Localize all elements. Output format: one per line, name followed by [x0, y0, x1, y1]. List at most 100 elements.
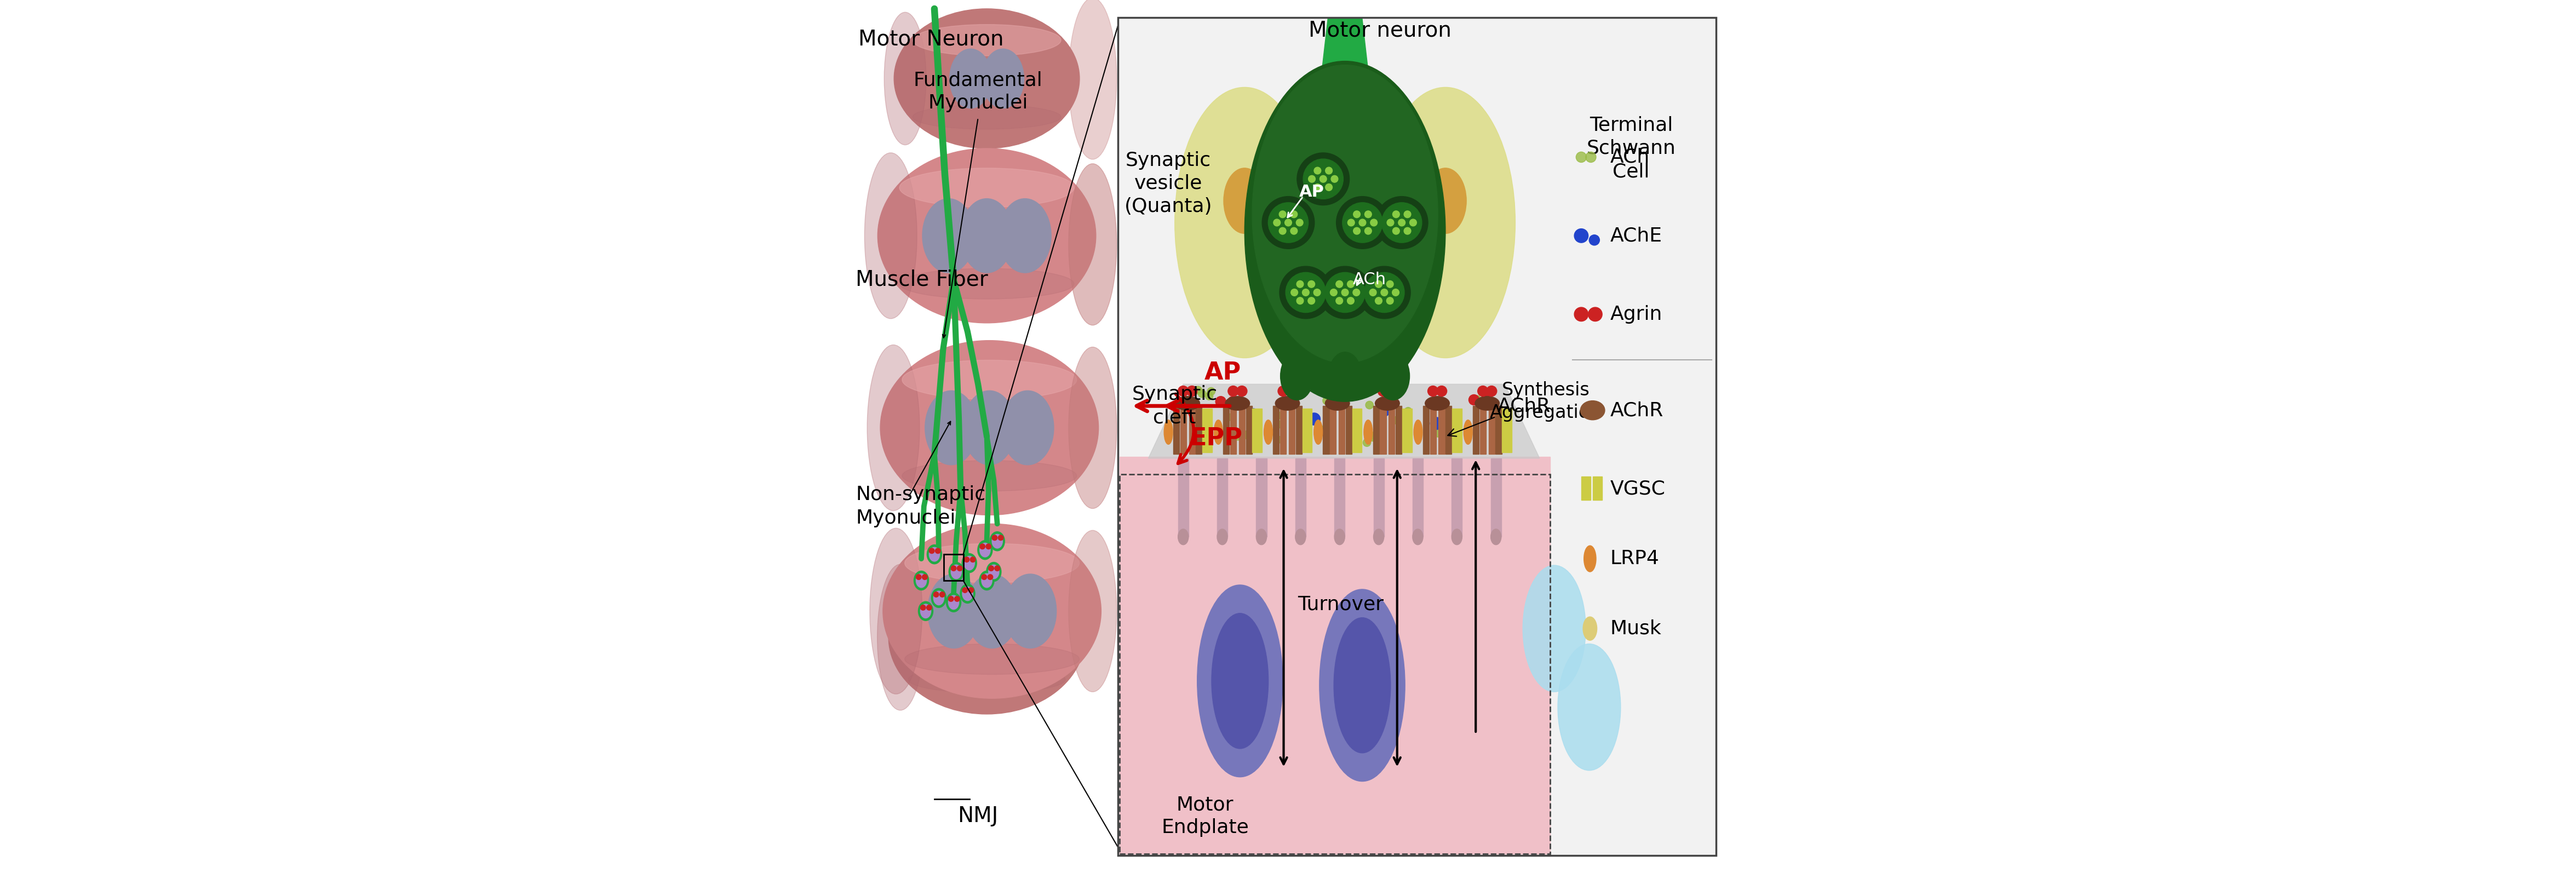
- Circle shape: [1229, 386, 1239, 396]
- Ellipse shape: [1463, 420, 1473, 444]
- Circle shape: [1391, 289, 1399, 296]
- Circle shape: [963, 588, 969, 593]
- Ellipse shape: [1321, 92, 1368, 127]
- Text: Turnover: Turnover: [1298, 595, 1383, 614]
- Circle shape: [1394, 210, 1399, 217]
- Ellipse shape: [981, 605, 1028, 670]
- Circle shape: [979, 544, 984, 549]
- Ellipse shape: [930, 547, 940, 561]
- Ellipse shape: [927, 545, 943, 564]
- Ellipse shape: [1584, 616, 1597, 641]
- Ellipse shape: [961, 553, 976, 573]
- Circle shape: [1296, 219, 1303, 226]
- Circle shape: [1468, 395, 1479, 405]
- Circle shape: [1386, 219, 1394, 226]
- Circle shape: [1309, 175, 1316, 182]
- Circle shape: [1247, 412, 1255, 420]
- Text: Musk: Musk: [1610, 619, 1662, 638]
- Circle shape: [935, 548, 940, 553]
- Ellipse shape: [1216, 529, 1229, 545]
- Ellipse shape: [1373, 529, 1383, 545]
- Ellipse shape: [1324, 396, 1350, 410]
- Circle shape: [1278, 436, 1285, 443]
- Ellipse shape: [948, 562, 963, 581]
- Text: Motor
Endplate: Motor Endplate: [1162, 795, 1249, 837]
- Circle shape: [1329, 289, 1337, 296]
- Circle shape: [917, 574, 922, 580]
- Bar: [1345, 406, 1352, 454]
- Ellipse shape: [927, 574, 979, 648]
- Circle shape: [981, 574, 987, 580]
- Circle shape: [1342, 289, 1347, 296]
- Bar: [1273, 406, 1280, 454]
- Circle shape: [1303, 289, 1309, 296]
- Circle shape: [1316, 425, 1324, 433]
- Circle shape: [1437, 386, 1448, 396]
- Circle shape: [1386, 280, 1394, 287]
- Bar: [1252, 409, 1262, 452]
- Circle shape: [1314, 184, 1321, 191]
- Bar: [1396, 406, 1401, 454]
- Circle shape: [1479, 386, 1489, 396]
- Bar: [1373, 406, 1378, 454]
- Bar: [1582, 477, 1592, 500]
- Circle shape: [1278, 411, 1285, 419]
- Ellipse shape: [866, 153, 917, 319]
- Bar: [1118, 17, 1716, 856]
- Circle shape: [989, 566, 994, 571]
- Circle shape: [940, 592, 945, 597]
- Circle shape: [1342, 389, 1352, 400]
- Bar: [1453, 409, 1461, 452]
- Circle shape: [1236, 386, 1247, 396]
- Circle shape: [1337, 298, 1342, 305]
- Circle shape: [930, 548, 935, 553]
- Text: AChR: AChR: [1610, 401, 1664, 420]
- Circle shape: [1378, 404, 1391, 416]
- Circle shape: [1486, 386, 1497, 396]
- Ellipse shape: [1329, 352, 1363, 400]
- Ellipse shape: [912, 24, 1061, 56]
- Bar: [1324, 406, 1329, 454]
- Ellipse shape: [1226, 396, 1249, 410]
- Ellipse shape: [925, 391, 976, 464]
- Circle shape: [1319, 175, 1327, 182]
- Ellipse shape: [1376, 352, 1409, 400]
- Ellipse shape: [1425, 396, 1450, 410]
- Ellipse shape: [1376, 396, 1399, 410]
- Text: AChR: AChR: [1448, 396, 1551, 437]
- Circle shape: [992, 535, 997, 540]
- Circle shape: [1386, 386, 1396, 396]
- Ellipse shape: [945, 593, 961, 612]
- Ellipse shape: [1522, 566, 1587, 691]
- Circle shape: [1324, 272, 1365, 313]
- Text: Fundamental
Myonuclei: Fundamental Myonuclei: [914, 71, 1043, 113]
- Ellipse shape: [1175, 396, 1200, 410]
- Ellipse shape: [1334, 618, 1391, 753]
- Bar: [1296, 458, 1306, 537]
- Ellipse shape: [933, 588, 945, 608]
- Ellipse shape: [1319, 589, 1404, 781]
- Ellipse shape: [902, 461, 1077, 491]
- Ellipse shape: [933, 591, 943, 605]
- Ellipse shape: [989, 532, 1005, 551]
- Ellipse shape: [981, 49, 1025, 108]
- Circle shape: [1427, 386, 1437, 396]
- Ellipse shape: [1414, 420, 1422, 444]
- Circle shape: [1296, 153, 1350, 205]
- Circle shape: [1368, 433, 1376, 441]
- Ellipse shape: [1334, 529, 1345, 545]
- Text: Synaptic
vesicle
(Quanta): Synaptic vesicle (Quanta): [1126, 151, 1213, 216]
- Circle shape: [1358, 266, 1412, 319]
- Circle shape: [920, 605, 925, 610]
- Circle shape: [1409, 219, 1417, 226]
- Circle shape: [1342, 203, 1383, 243]
- Circle shape: [1376, 196, 1427, 249]
- Circle shape: [997, 535, 1005, 540]
- Circle shape: [987, 544, 992, 549]
- Circle shape: [1280, 266, 1332, 319]
- Circle shape: [1224, 413, 1231, 421]
- Bar: [1239, 402, 1244, 454]
- Bar: [1412, 458, 1422, 537]
- Ellipse shape: [1257, 529, 1267, 545]
- Ellipse shape: [914, 571, 930, 590]
